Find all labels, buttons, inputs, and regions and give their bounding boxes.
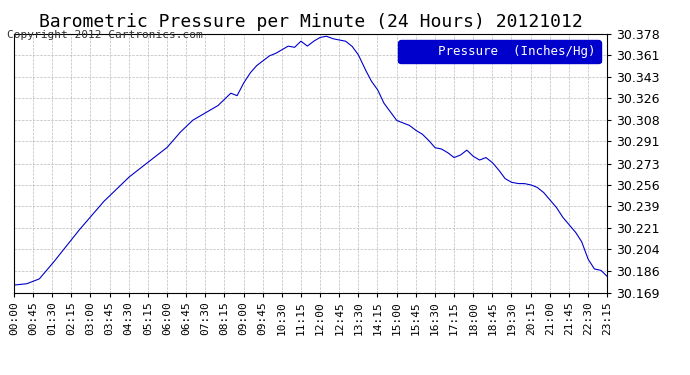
Text: Copyright 2012 Cartronics.com: Copyright 2012 Cartronics.com: [7, 30, 203, 39]
Legend: Pressure  (Inches/Hg): Pressure (Inches/Hg): [398, 40, 601, 63]
Title: Barometric Pressure per Minute (24 Hours) 20121012: Barometric Pressure per Minute (24 Hours…: [39, 13, 582, 31]
